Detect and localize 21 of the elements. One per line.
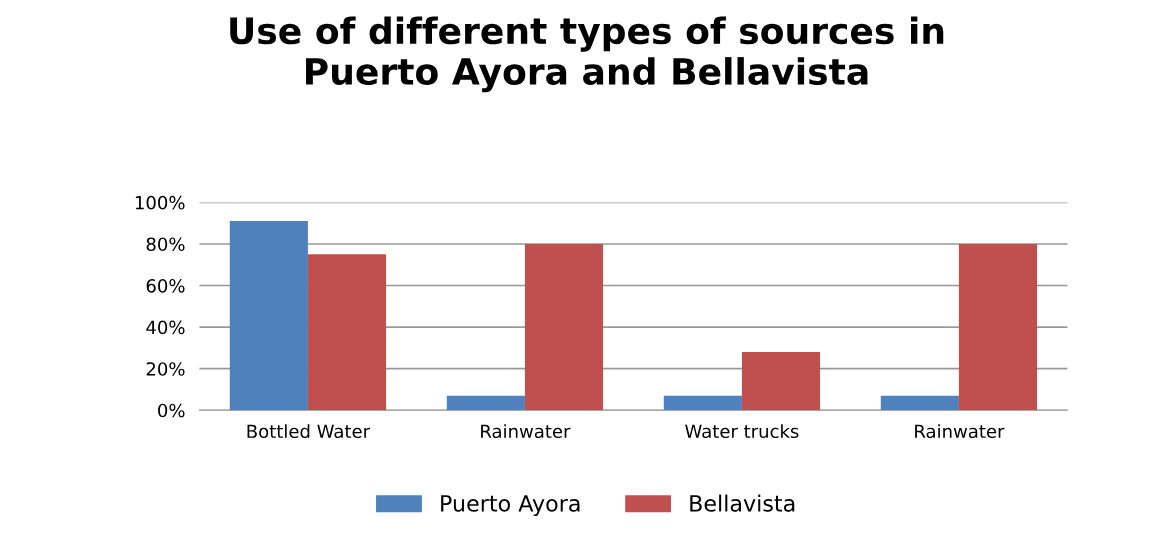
legend-label: Puerto Ayora xyxy=(441,495,580,517)
x-tick-label: Rainwater xyxy=(481,424,571,439)
bar xyxy=(958,243,1038,411)
bar xyxy=(446,395,525,411)
bar xyxy=(880,395,959,411)
y-tick-label: 20% xyxy=(146,362,185,376)
x-tick-label: Water trucks xyxy=(685,424,799,439)
bar xyxy=(524,243,604,411)
y-tick-label: 100% xyxy=(135,195,185,210)
bar xyxy=(307,254,387,411)
y-tick-label: 80% xyxy=(146,237,185,252)
x-tick-label: Rainwater xyxy=(915,424,1005,439)
y-tick-label: 40% xyxy=(146,320,185,335)
bar xyxy=(663,395,742,411)
x-tick-label: Bottled Water xyxy=(247,424,371,439)
bar xyxy=(741,352,821,411)
chart-title: Use of different types of sources in Puerto Ayora and Bellavista xyxy=(230,16,944,93)
bar xyxy=(229,221,308,411)
legend-label: Bellavista xyxy=(690,494,795,512)
y-tick-label: 60% xyxy=(146,278,185,293)
y-tick-label: 0% xyxy=(158,403,185,418)
